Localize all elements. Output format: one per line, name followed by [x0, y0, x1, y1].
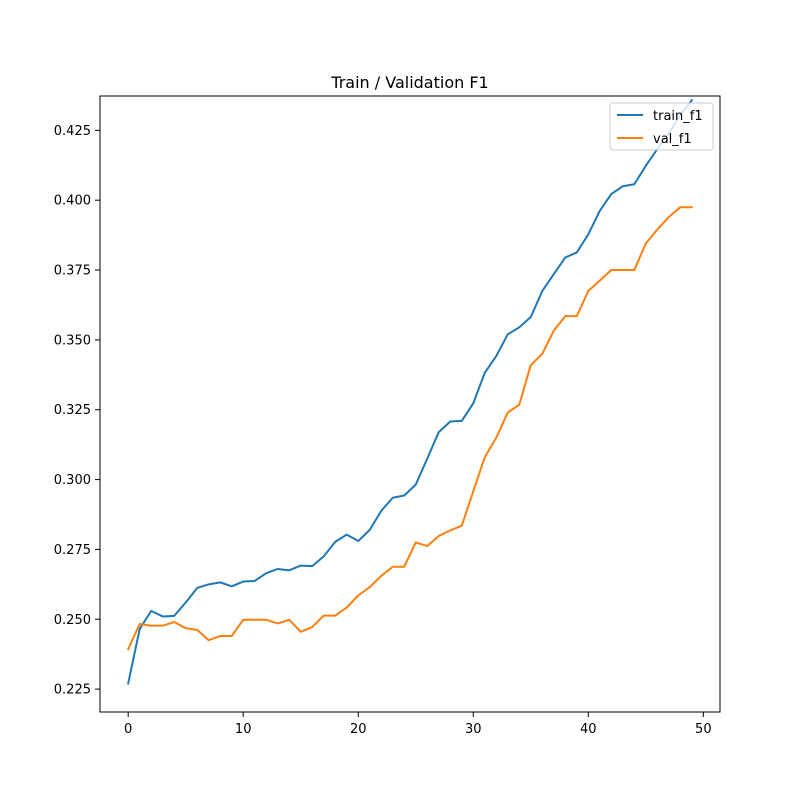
y-tick-label: 0.325: [54, 403, 91, 418]
y-tick-label: 0.375: [54, 264, 91, 279]
chart-title: Train / Validation F1: [330, 73, 488, 92]
axis-ticks: 0 10 20 30 40 50 0.225 0.250 0.275 0.300 0.325 0.35…: [54, 124, 712, 737]
y-tick-label: 0.425: [54, 124, 91, 139]
series-line-val-f1: [126, 206, 693, 651]
series-lines: [126, 98, 694, 685]
y-tick-label: 0.300: [54, 473, 91, 488]
x-tick-label: 20: [350, 722, 367, 737]
x-tick-label: 50: [695, 722, 712, 737]
y-tick-label: 0.350: [54, 333, 91, 348]
legend: train_f1 val_f1: [609, 102, 714, 151]
x-tick-label: 30: [465, 722, 482, 737]
x-tick-label: 0: [124, 722, 132, 737]
y-tick-label: 0.250: [54, 613, 91, 628]
legend-label-val-f1: val_f1: [653, 132, 692, 147]
x-tick-label: 40: [580, 722, 597, 737]
y-tick-label: 0.225: [54, 683, 91, 698]
x-tick-label: 10: [235, 722, 252, 737]
y-tick-label: 0.275: [54, 543, 91, 558]
legend-label-train-f1: train_f1: [653, 109, 703, 124]
y-tick-label: 0.400: [54, 194, 91, 209]
plot-area-frame: [99, 95, 721, 713]
series-line-train-f1: [126, 98, 694, 685]
